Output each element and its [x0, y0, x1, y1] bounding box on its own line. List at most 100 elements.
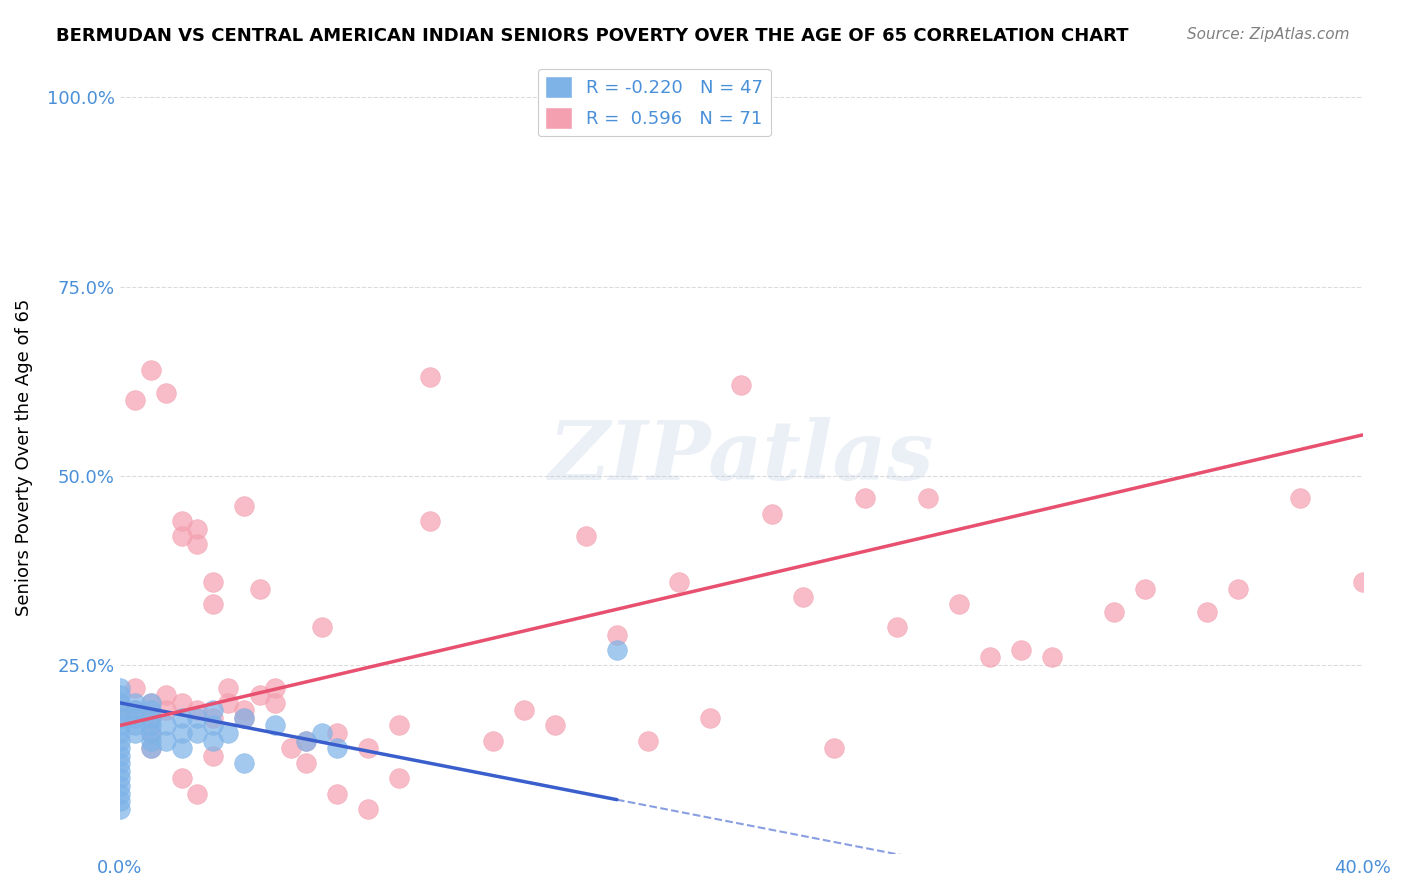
Point	[108, 726, 131, 740]
Point	[108, 711, 131, 725]
Point	[1102, 605, 1125, 619]
Point	[218, 696, 240, 710]
Point	[1133, 582, 1156, 597]
Point	[170, 741, 193, 756]
Point	[155, 688, 177, 702]
Point	[124, 711, 146, 725]
Point	[730, 378, 752, 392]
Point	[124, 393, 146, 408]
Point	[108, 696, 131, 710]
Text: BERMUDAN VS CENTRAL AMERICAN INDIAN SENIORS POVERTY OVER THE AGE OF 65 CORRELATI: BERMUDAN VS CENTRAL AMERICAN INDIAN SENI…	[56, 27, 1129, 45]
Point	[139, 741, 162, 756]
Point	[1227, 582, 1250, 597]
Point	[186, 787, 208, 801]
Y-axis label: Seniors Poverty Over the Age of 65: Seniors Poverty Over the Age of 65	[15, 298, 32, 615]
Point	[761, 507, 783, 521]
Point	[264, 718, 287, 732]
Point	[108, 787, 131, 801]
Point	[792, 590, 814, 604]
Point	[139, 741, 162, 756]
Point	[139, 718, 162, 732]
Point	[295, 756, 318, 771]
Point	[139, 696, 162, 710]
Point	[326, 726, 349, 740]
Point	[948, 598, 970, 612]
Point	[606, 643, 628, 657]
Point	[855, 491, 877, 506]
Point	[823, 741, 845, 756]
Point	[388, 718, 411, 732]
Point	[326, 787, 349, 801]
Point	[186, 711, 208, 725]
Point	[201, 711, 224, 725]
Point	[419, 370, 441, 384]
Point	[108, 794, 131, 808]
Point	[155, 385, 177, 400]
Point	[979, 650, 1001, 665]
Point	[155, 733, 177, 747]
Legend: R = -0.220   N = 47, R =  0.596   N = 71: R = -0.220 N = 47, R = 0.596 N = 71	[537, 69, 770, 136]
Point	[1351, 574, 1374, 589]
Point	[201, 718, 224, 732]
Point	[186, 703, 208, 717]
Point	[155, 703, 177, 717]
Point	[311, 726, 333, 740]
Point	[233, 711, 256, 725]
Point	[155, 718, 177, 732]
Point	[357, 741, 380, 756]
Point	[108, 772, 131, 786]
Point	[108, 696, 131, 710]
Point	[108, 748, 131, 763]
Point	[544, 718, 567, 732]
Point	[170, 772, 193, 786]
Point	[201, 733, 224, 747]
Point	[1197, 605, 1219, 619]
Point	[108, 733, 131, 747]
Point	[201, 748, 224, 763]
Point	[170, 711, 193, 725]
Point	[233, 756, 256, 771]
Point	[108, 802, 131, 816]
Point	[186, 537, 208, 551]
Point	[139, 696, 162, 710]
Point	[1010, 643, 1032, 657]
Point	[326, 741, 349, 756]
Point	[108, 711, 131, 725]
Point	[201, 598, 224, 612]
Point	[311, 620, 333, 634]
Point	[186, 522, 208, 536]
Point	[124, 703, 146, 717]
Point	[512, 703, 534, 717]
Point	[1040, 650, 1063, 665]
Point	[170, 514, 193, 528]
Point	[264, 681, 287, 695]
Point	[108, 681, 131, 695]
Point	[668, 574, 690, 589]
Point	[124, 718, 146, 732]
Point	[481, 733, 503, 747]
Point	[139, 363, 162, 377]
Point	[139, 711, 162, 725]
Point	[108, 756, 131, 771]
Point	[108, 718, 131, 732]
Point	[170, 726, 193, 740]
Point	[264, 696, 287, 710]
Point	[201, 574, 224, 589]
Point	[233, 703, 256, 717]
Point	[139, 703, 162, 717]
Point	[124, 681, 146, 695]
Point	[124, 696, 146, 710]
Point	[637, 733, 659, 747]
Point	[233, 711, 256, 725]
Point	[139, 726, 162, 740]
Point	[124, 726, 146, 740]
Point	[218, 681, 240, 695]
Point	[295, 733, 318, 747]
Point	[108, 764, 131, 778]
Point	[108, 688, 131, 702]
Point	[419, 514, 441, 528]
Text: Source: ZipAtlas.com: Source: ZipAtlas.com	[1187, 27, 1350, 42]
Point	[295, 733, 318, 747]
Point	[575, 529, 598, 543]
Point	[699, 711, 721, 725]
